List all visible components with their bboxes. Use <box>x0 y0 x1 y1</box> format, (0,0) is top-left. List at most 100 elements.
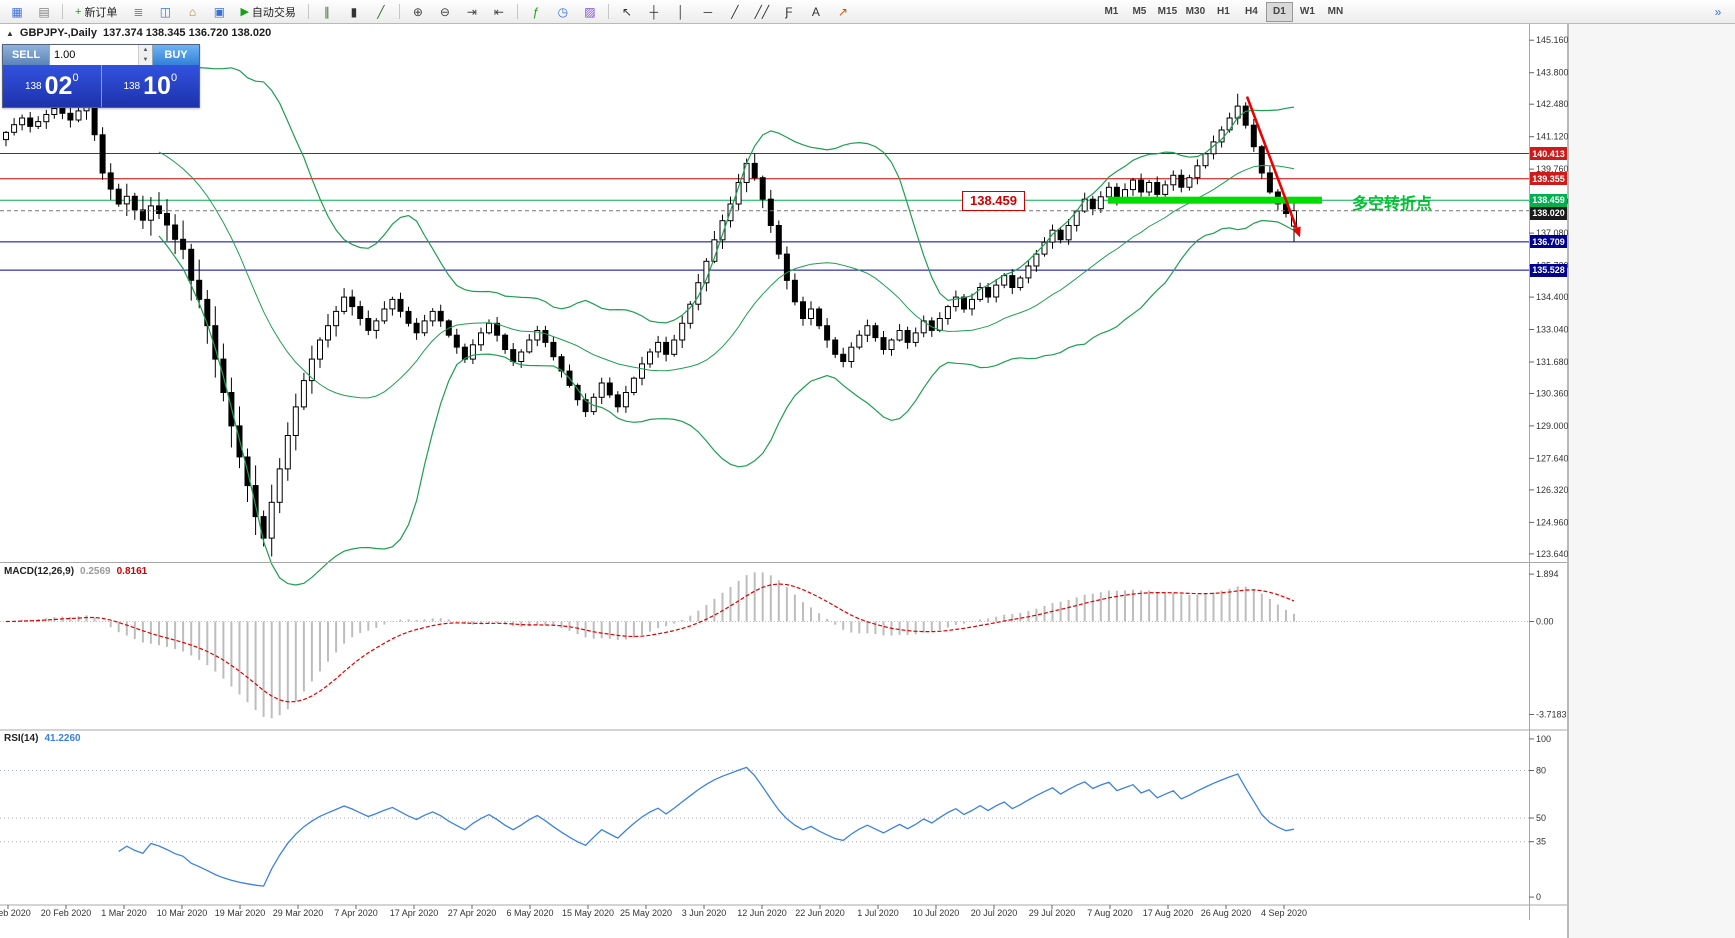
timeframe-h4[interactable]: H4 <box>1245 6 1258 17</box>
sell-button[interactable]: SELL <box>3 45 49 65</box>
timeframe-m30[interactable]: M30 <box>1185 6 1206 17</box>
toolbar-separator <box>307 4 309 19</box>
cursor-icon[interactable]: ↖ <box>614 1 640 22</box>
sell-price[interactable]: 138 02 0 <box>3 65 101 107</box>
crosshair-icon[interactable]: ┼ <box>641 1 667 22</box>
macd-name: MACD(12,26,9) <box>4 566 75 577</box>
indicators-icon: ƒ <box>532 4 540 19</box>
chart-plot-area[interactable] <box>0 24 1529 562</box>
timeframe-m15[interactable]: M15 <box>1157 6 1178 17</box>
timeframe-h1[interactable]: H1 <box>1217 6 1230 17</box>
cursor-icon: ↖ <box>621 4 632 19</box>
timeframe-w1[interactable]: W1 <box>1299 6 1315 17</box>
date-axis-label: 17 Apr 2020 <box>390 908 439 918</box>
navigator-icon[interactable]: ⌂ <box>179 1 205 22</box>
trendline-icon: ╱ <box>731 4 739 19</box>
price-badge-0: 140.413 <box>1530 147 1567 160</box>
candlestick-chart-icon: ▮ <box>350 4 358 19</box>
macd-scale-tick: 0.00 <box>1536 617 1554 627</box>
volume-up-icon[interactable]: ▲ <box>139 45 152 55</box>
price-scale-tick: 130.360 <box>1536 389 1568 399</box>
horizontal-line-icon[interactable]: ─ <box>695 1 721 22</box>
timeframe-m5[interactable]: M5 <box>1132 6 1147 17</box>
trend-arrow-head[interactable] <box>1292 226 1301 238</box>
new-chart-icon[interactable]: ▦ <box>4 1 30 22</box>
price-scale-tick: 123.640 <box>1536 549 1568 559</box>
buy-button[interactable]: BUY <box>153 45 199 65</box>
toolbar-separator <box>62 4 63 19</box>
timeframe-m1[interactable]: M1 <box>1104 6 1119 17</box>
price-scale-tick: 133.040 <box>1536 325 1568 335</box>
date-axis-label: 22 Jun 2020 <box>795 908 845 918</box>
date-axis-label: 7 Aug 2020 <box>1087 908 1133 918</box>
trend-arrow[interactable] <box>1245 96 1298 229</box>
one-click-panel-toggle[interactable]: ▲ <box>6 28 14 38</box>
price-scale-tick: 145.160 <box>1536 35 1568 45</box>
price-scale-tick: 129.000 <box>1536 421 1568 431</box>
data-window-icon[interactable]: ◫ <box>152 1 178 22</box>
bar-chart-icon[interactable]: ∥ <box>314 1 340 22</box>
price-callout[interactable]: 138.459 <box>962 191 1025 211</box>
periods-icon[interactable]: ◷ <box>550 1 576 22</box>
autotrading-button[interactable]: ▶ 自动交易 <box>233 1 302 22</box>
new-order-button[interactable]: + 新订单 <box>68 1 124 22</box>
price-scale-tick: 141.120 <box>1536 132 1568 142</box>
line-chart-icon[interactable]: ╱ <box>368 1 394 22</box>
autotrading-button-label: 自动交易 <box>251 6 296 19</box>
date-axis-label: 27 Apr 2020 <box>448 908 497 918</box>
terminal-icon[interactable]: ▣ <box>206 1 232 22</box>
timeframe-d1[interactable]: D1 <box>1265 1 1293 22</box>
time-scale[interactable] <box>0 905 1568 920</box>
buy-price[interactable]: 138 10 0 <box>100 65 200 107</box>
date-axis-label: 29 Jul 2020 <box>1029 908 1076 918</box>
text-label-icon[interactable]: A <box>803 1 829 22</box>
fibonacci-icon: Ƒ <box>785 4 793 19</box>
chart-shift-icon[interactable]: ⇤ <box>486 1 512 22</box>
arrows-icon[interactable]: ↗ <box>830 1 856 22</box>
templates-icon[interactable]: ▨ <box>577 1 603 22</box>
auto-scroll-icon[interactable]: ⇥ <box>459 1 485 22</box>
pivot-annotation[interactable]: 多空转折点 <box>1352 196 1433 213</box>
timeframe-mn[interactable]: MN <box>1327 6 1344 17</box>
toolbar-separator <box>398 4 400 19</box>
rsi-scale-tick: 100 <box>1536 734 1551 744</box>
sell-price-sup: 0 <box>72 72 79 84</box>
toolbar-overflow-icon[interactable]: » <box>1714 4 1722 19</box>
trendline-icon[interactable]: ╱ <box>722 1 748 22</box>
new-order-button-label: 新订单 <box>84 6 118 19</box>
date-axis-label: 10 Mar 2020 <box>157 908 208 918</box>
chart-canvas: 145.160 143.800 142.480 141.120 139.760 138.4… <box>0 24 1568 938</box>
macd-pane[interactable] <box>0 564 1529 729</box>
vertical-line-icon[interactable]: │ <box>668 1 694 22</box>
templates-icon: ▨ <box>584 4 596 19</box>
date-axis-label: 17 Aug 2020 <box>1143 908 1194 918</box>
rsi-pane[interactable] <box>0 731 1529 905</box>
fibonacci-icon[interactable]: Ƒ <box>776 1 802 22</box>
date-axis-label: 6 May 2020 <box>506 908 553 918</box>
symbol-period-label: GBPJPY-,Daily <box>19 27 97 39</box>
periods-icon: ◷ <box>557 4 569 19</box>
rsi-name: RSI(14) <box>4 733 39 744</box>
navigator-icon: ⌂ <box>188 4 197 19</box>
text-label-icon: A <box>811 4 820 19</box>
zoom-in-icon: ⊕ <box>412 4 423 19</box>
price-badge-4: 136.709 <box>1530 235 1567 249</box>
date-axis-label: 19 Mar 2020 <box>215 908 266 918</box>
zoom-in-icon[interactable]: ⊕ <box>405 1 431 22</box>
bar-chart-icon: ∥ <box>323 4 330 19</box>
profiles-icon[interactable]: ▤ <box>31 1 57 22</box>
support-band[interactable] <box>1108 196 1322 204</box>
candlestick-chart-icon[interactable]: ▮ <box>341 1 367 22</box>
date-axis-label: 12 Jun 2020 <box>737 908 787 918</box>
date-axis-label: 29 Mar 2020 <box>273 908 324 918</box>
equidistant-channel-icon[interactable]: ╱╱ <box>749 1 775 22</box>
price-scale-tick: 127.640 <box>1536 453 1568 463</box>
date-axis-label: 20 Feb 2020 <box>41 908 92 918</box>
zoom-out-icon[interactable]: ⊖ <box>432 1 458 22</box>
macd-signal-value: 0.8161 <box>116 566 148 577</box>
indicators-icon[interactable]: ƒ <box>523 1 549 22</box>
market-watch-icon[interactable]: ≣ <box>125 1 151 22</box>
price-scale-tick: 131.680 <box>1536 357 1568 367</box>
volume-input[interactable] <box>50 45 138 65</box>
volume-down-icon[interactable]: ▼ <box>139 55 152 65</box>
